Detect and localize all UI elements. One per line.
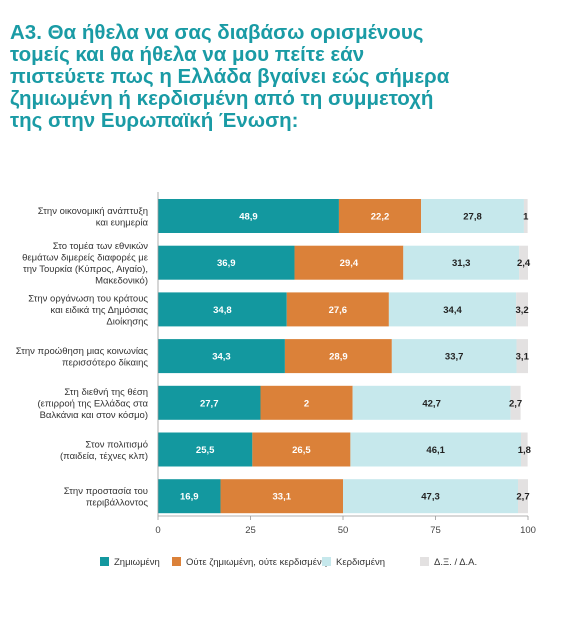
bar-segment bbox=[158, 479, 221, 514]
legend-label: Δ.Ξ. / Δ.Α. bbox=[434, 557, 477, 568]
bar-segment bbox=[158, 199, 339, 233]
category-label-line: την Τουρκία (Κύπρος, Αιγαίο), bbox=[23, 264, 148, 275]
x-tick-label: 25 bbox=[245, 525, 256, 536]
category-label: Στην οργάνωση του κράτους και ειδικά της … bbox=[28, 293, 148, 327]
data-label: 34,3 bbox=[212, 352, 231, 363]
category-label-line: Μακεδονικό) bbox=[95, 275, 148, 286]
category-label-line: θεμάτων διμερείς διαφορές με bbox=[22, 252, 149, 263]
bar-segment bbox=[158, 385, 261, 420]
bar-segment bbox=[260, 385, 353, 420]
category-label: Στην οικονομική ανάπτυξη και ευημερία bbox=[38, 206, 149, 229]
legend-swatch bbox=[420, 557, 429, 566]
category-label-line: Στο τομέα των εθνικών bbox=[53, 241, 149, 252]
legend-label: Ούτε ζημιωμένη, ούτε κερδισμένη bbox=[186, 557, 327, 568]
bar-segment bbox=[252, 432, 351, 467]
legend-swatch bbox=[172, 557, 181, 566]
data-label: 33,1 bbox=[273, 492, 292, 503]
data-label: 3,1 bbox=[516, 352, 530, 363]
data-label: 31,3 bbox=[452, 258, 471, 269]
data-label: 42,7 bbox=[422, 398, 441, 409]
category-label-line: Στον πολιτισμό bbox=[85, 439, 148, 450]
bar-segment bbox=[510, 385, 521, 420]
category-label-line: Βαλκάνια και στον κόσμο) bbox=[40, 410, 148, 421]
data-label: 48,9 bbox=[239, 212, 258, 223]
category-label-line: Στην οργάνωση του κράτους bbox=[28, 293, 148, 304]
bar-segment bbox=[516, 292, 528, 327]
legend-swatch bbox=[322, 557, 331, 566]
category-label: Στην προστασία του περιβάλλοντος bbox=[64, 486, 149, 509]
data-label: 1 bbox=[523, 212, 529, 223]
data-label: 29,4 bbox=[340, 258, 359, 269]
bar-segment bbox=[220, 479, 343, 514]
bar-segment bbox=[519, 245, 528, 280]
data-label: 26,5 bbox=[292, 445, 311, 456]
bar-segment bbox=[403, 245, 520, 280]
bar-segment bbox=[286, 292, 389, 327]
category-label-line: και ειδικά της Δημόσιας bbox=[50, 305, 148, 316]
x-tick-label: 50 bbox=[338, 525, 349, 536]
data-label: 28,9 bbox=[329, 352, 348, 363]
data-label: 22,2 bbox=[371, 212, 390, 223]
x-tick-label: 100 bbox=[520, 525, 536, 536]
data-label: 2,4 bbox=[517, 258, 531, 269]
category-label: Στη διεθνή της θέση (επιρροή της Ελλάδας … bbox=[38, 387, 149, 421]
data-label: 2,7 bbox=[516, 492, 529, 503]
legend-label: Κερδισμένη bbox=[336, 557, 385, 568]
data-label: 34,4 bbox=[443, 305, 462, 316]
bar-segment bbox=[388, 292, 517, 327]
x-tick-label: 0 bbox=[155, 525, 160, 536]
chart-title: Α3. Θα ήθελα να σας διαβάσω ορισμένους τ… bbox=[10, 21, 450, 132]
data-label: 34,8 bbox=[213, 305, 232, 316]
bar-segment bbox=[516, 339, 528, 374]
data-label: 2,7 bbox=[509, 398, 522, 409]
category-label-line: Στην οικονομική ανάπτυξη bbox=[38, 206, 148, 217]
data-label: 27,8 bbox=[463, 212, 482, 223]
bar-segment bbox=[158, 339, 285, 374]
data-label: 27,6 bbox=[329, 305, 348, 316]
bar-segment bbox=[338, 199, 422, 233]
legend: Ζημιωμένη Ούτε ζημιωμένη, ούτε κερδισμένη… bbox=[100, 557, 477, 568]
data-label: 36,9 bbox=[217, 258, 236, 269]
data-label: 3,2 bbox=[515, 305, 528, 316]
category-label: Στον πολιτισμό (παιδεία, τέχνες κλπ) bbox=[60, 439, 148, 462]
legend-label: Ζημιωμένη bbox=[114, 557, 160, 568]
category-label-line: Στην προώθηση μιας κοινωνίας bbox=[16, 346, 149, 357]
category-label-line: (παιδεία, τέχνες κλπ) bbox=[60, 451, 148, 462]
data-label: 2 bbox=[304, 398, 309, 409]
x-axis: 0 25 50 75 100 bbox=[155, 192, 536, 536]
category-label-line: Στη διεθνή της θέση bbox=[64, 387, 148, 398]
bar-segment bbox=[158, 292, 287, 327]
category-label-line: Διοίκησης bbox=[106, 316, 148, 327]
bar-segment bbox=[158, 245, 295, 280]
category-label-line: περισσότερο δίκαιης bbox=[62, 357, 148, 368]
data-label: 46,1 bbox=[426, 445, 445, 456]
bar-area: Στην οικονομική ανάπτυξη και ευημερία 48,9… bbox=[16, 199, 531, 514]
bar-segment bbox=[523, 199, 528, 233]
bar-segment bbox=[350, 432, 521, 467]
legend-swatch bbox=[100, 557, 109, 566]
data-label: 16,9 bbox=[180, 492, 199, 503]
category-label-line: και ευημερία bbox=[96, 217, 149, 228]
data-label: 47,3 bbox=[421, 492, 440, 503]
category-label-line: περιβάλλοντος bbox=[86, 497, 149, 508]
bar-segment bbox=[294, 245, 404, 280]
bar-segment bbox=[520, 432, 528, 467]
category-label-line: (επιρροή της Ελλάδας στα bbox=[38, 398, 149, 409]
bar-segment bbox=[421, 199, 524, 233]
x-tick-label: 75 bbox=[430, 525, 441, 536]
bar-segment bbox=[391, 339, 517, 374]
bar-segment bbox=[343, 479, 519, 514]
data-label: 1,8 bbox=[518, 445, 531, 456]
category-label: Στο τομέα των εθνικών θεμάτων διμερείς δι… bbox=[22, 241, 149, 287]
bar-segment bbox=[518, 479, 528, 514]
bar-segment bbox=[284, 339, 392, 374]
category-label: Στην προώθηση μιας κοινωνίας περισσότερο … bbox=[16, 346, 149, 369]
data-label: 27,7 bbox=[200, 398, 219, 409]
bar-segment bbox=[158, 432, 253, 467]
data-label: 25,5 bbox=[196, 445, 215, 456]
bar-segment bbox=[352, 385, 511, 420]
data-label: 33,7 bbox=[445, 352, 464, 363]
category-label-line: Στην προστασία του bbox=[64, 486, 148, 497]
